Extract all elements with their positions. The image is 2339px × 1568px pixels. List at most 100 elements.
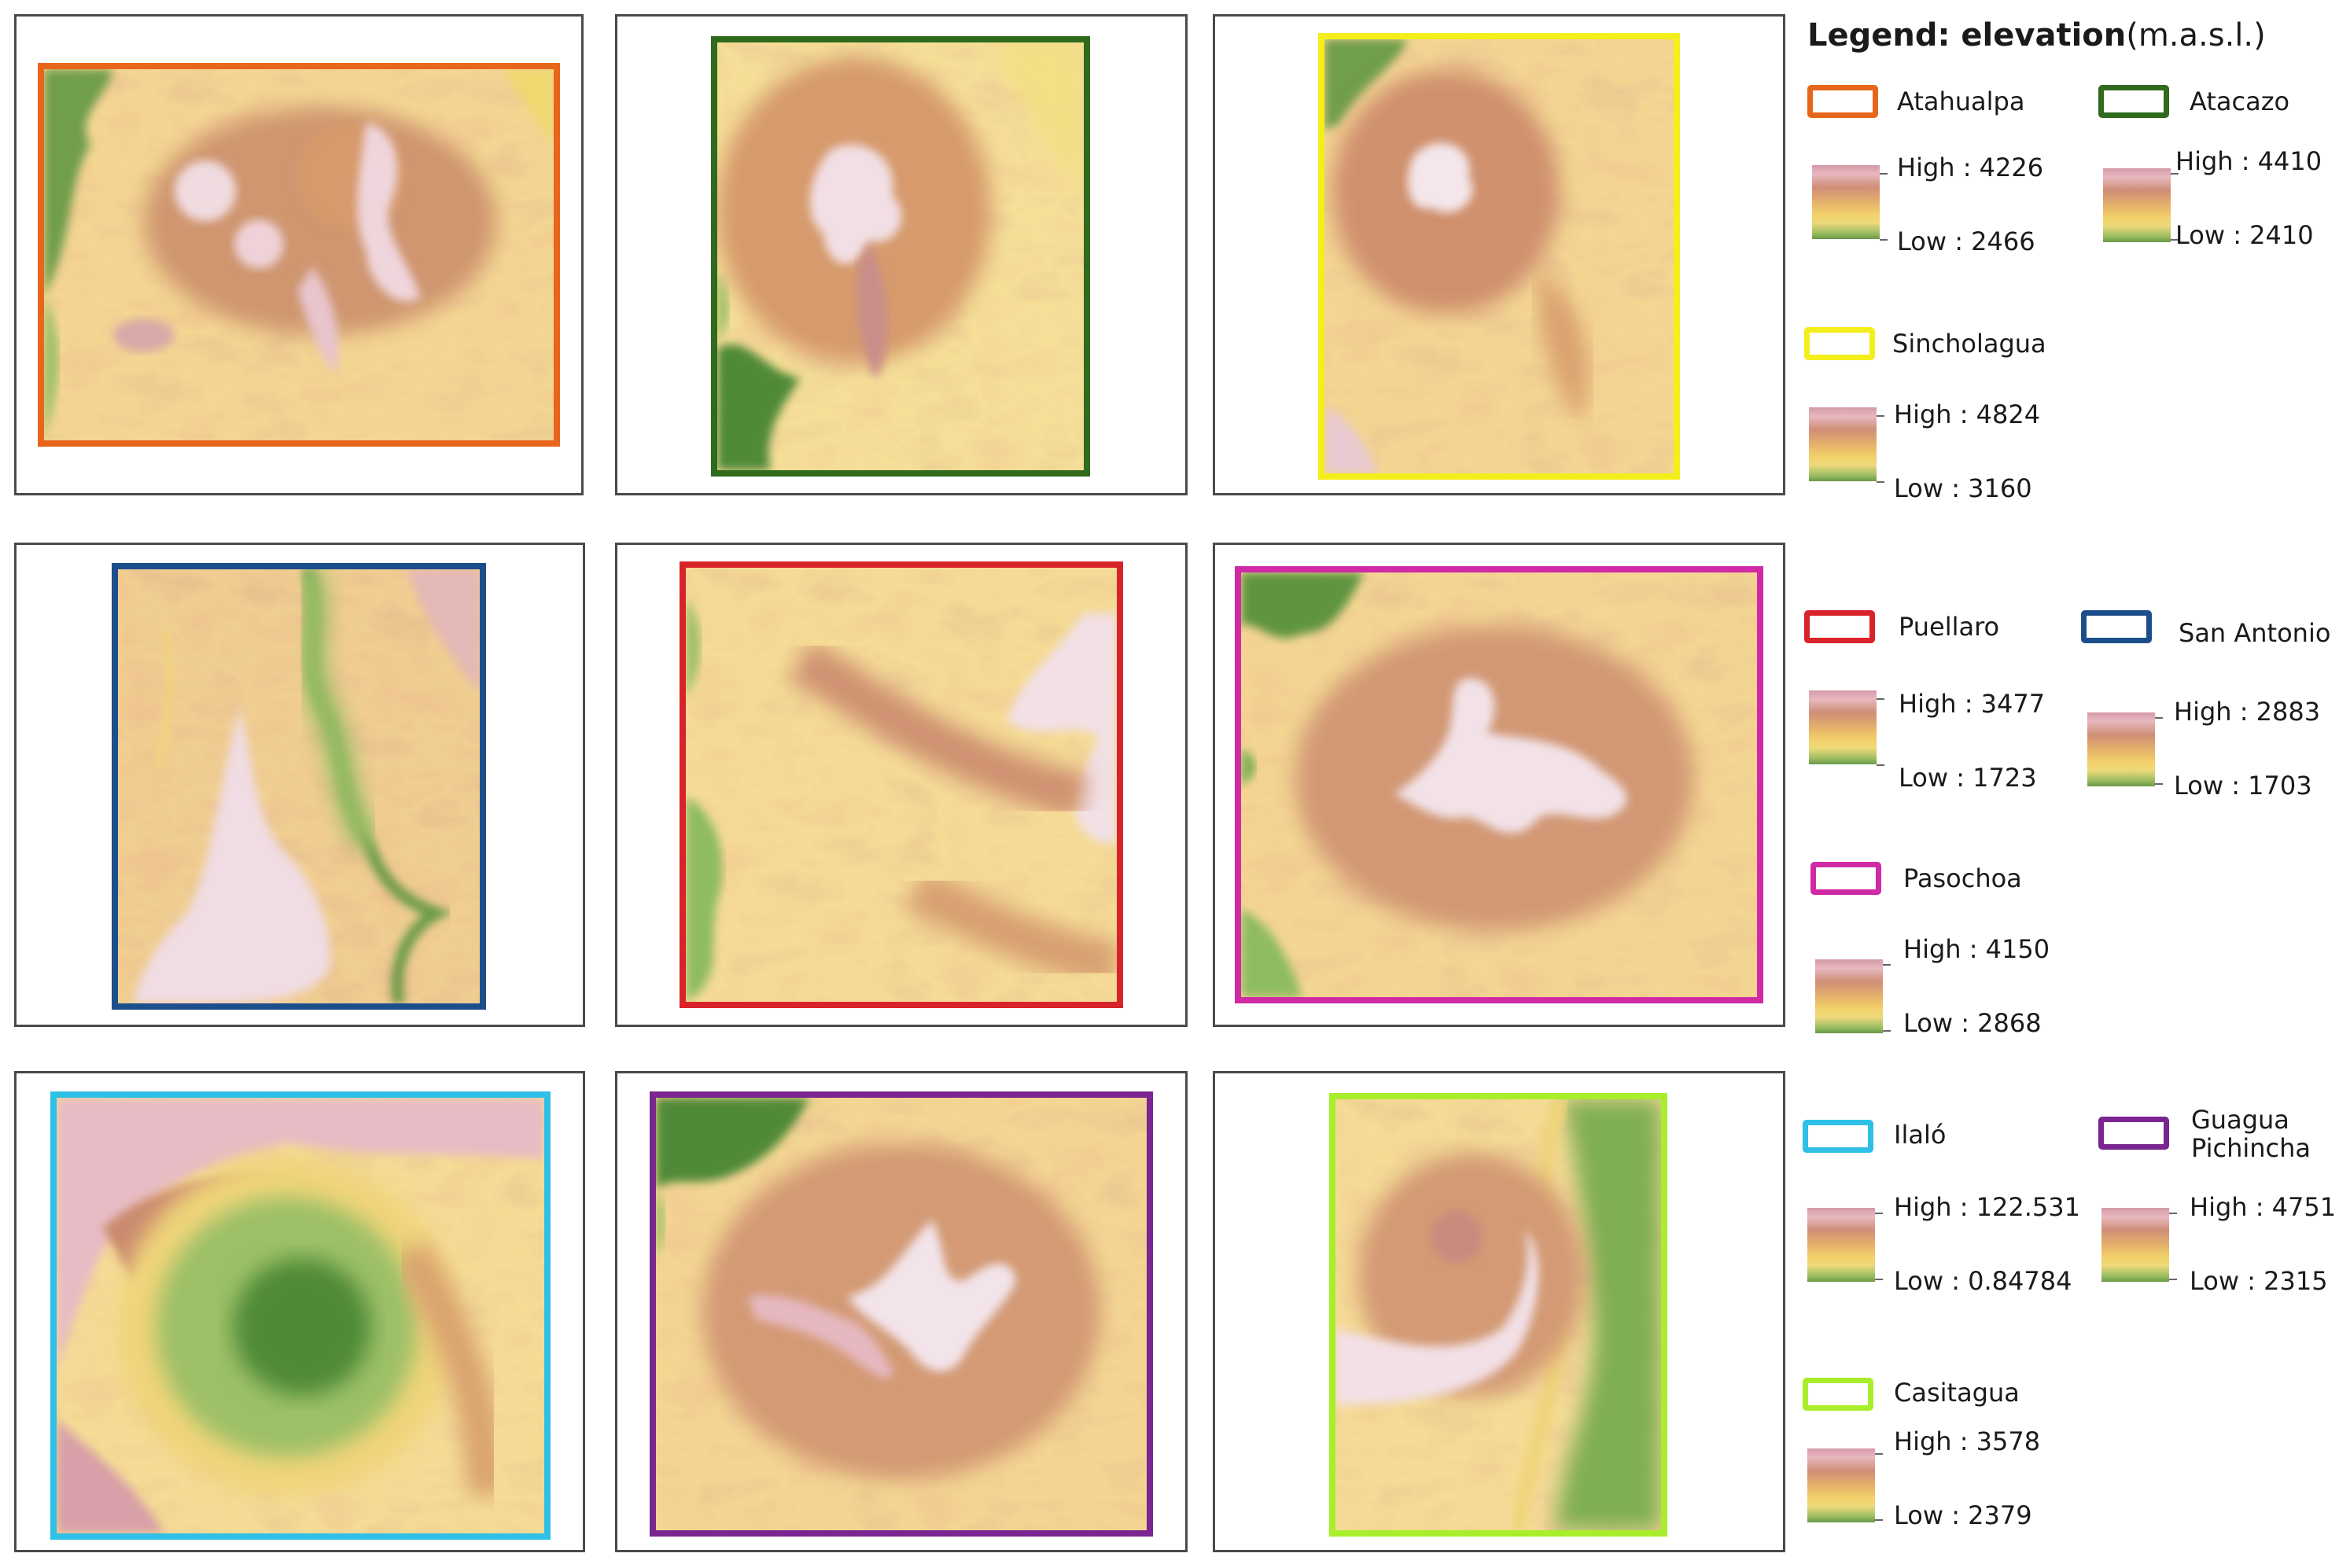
low-value: 2410 [2249, 220, 2314, 250]
low-prefix: Low : [1903, 1008, 1978, 1038]
low-value: 0.84784 [1968, 1266, 2072, 1296]
legend-high: High : 2883 [2174, 697, 2320, 727]
legend-name: San Antonio [2179, 618, 2331, 648]
legend-tick [1875, 1279, 1883, 1280]
legend-title: Legend: elevation(m.a.s.l.) [1807, 17, 2266, 53]
legend-low: Low : 2868 [1903, 1008, 2042, 1038]
legend-tick [1875, 1453, 1883, 1455]
legend-tick [1877, 481, 1884, 483]
legend-tick [1880, 239, 1888, 241]
legend-high: High : 4751 [2190, 1192, 2336, 1222]
legend-color-ramp [1807, 1448, 1875, 1522]
legend-low: Low : 2379 [1894, 1500, 2032, 1530]
map-guagua-pichincha [650, 1091, 1153, 1537]
high-prefix: High : [1894, 1192, 1976, 1222]
legend-tick [2155, 717, 2163, 719]
low-prefix: Low : [2175, 220, 2250, 250]
high-value: 4226 [1979, 153, 2044, 182]
legend-unit: (m.a.s.l.) [2126, 17, 2266, 53]
map-puellaro [680, 561, 1123, 1008]
high-prefix: High : [2174, 697, 2256, 727]
legend-name: Sincholagua [1892, 329, 2046, 359]
legend-high: High : 3477 [1899, 689, 2045, 719]
legend-swatch [1803, 1378, 1873, 1411]
map-atacazo [711, 36, 1090, 477]
legend-swatch [1807, 85, 1878, 118]
legend-tick [2169, 1279, 2177, 1280]
legend-tick [1877, 698, 1884, 700]
legend-swatch [1810, 862, 1881, 895]
legend-name: Pasochoa [1903, 863, 2022, 893]
legend-name: Ilaló [1894, 1120, 1947, 1150]
legend-color-ramp [2103, 168, 2171, 242]
map-pasochoa [1235, 566, 1763, 1003]
low-prefix: Low : [1894, 1266, 1969, 1296]
low-value: 1723 [1972, 763, 2037, 793]
legend-low: Low : 0.84784 [1894, 1266, 2072, 1296]
legend-swatch [2098, 1117, 2169, 1150]
high-value: 2883 [2256, 697, 2321, 727]
legend-color-ramp [1809, 407, 1877, 481]
legend-high: High : 4150 [1903, 934, 2050, 964]
legend-tick [2171, 239, 2179, 241]
legend-tick [2155, 783, 2163, 785]
low-prefix: Low : [1894, 1500, 1969, 1530]
low-value: 2868 [1977, 1008, 2042, 1038]
high-prefix: High : [1903, 934, 1986, 964]
low-value: 1703 [2248, 771, 2312, 801]
legend-swatch [1804, 327, 1875, 360]
high-prefix: High : [1894, 399, 1976, 429]
legend-tick [1880, 173, 1888, 175]
legend-color-ramp [1812, 165, 1880, 239]
legend-low: Low : 1703 [2174, 771, 2312, 801]
low-value: 2315 [2263, 1266, 2328, 1296]
legend-low: Low : 3160 [1894, 473, 2032, 503]
low-value: 3160 [1968, 473, 2032, 503]
high-prefix: High : [2175, 146, 2258, 176]
map-ilalo [50, 1091, 551, 1540]
high-value: 4150 [1985, 934, 2050, 964]
legend-tick [2171, 173, 2179, 175]
low-prefix: Low : [2190, 1266, 2264, 1296]
legend-name: Atacazo [2190, 86, 2290, 116]
legend-tick [1883, 964, 1891, 966]
legend-name: Casitagua [1894, 1378, 2020, 1408]
legend-high: High : 4824 [1894, 399, 2040, 429]
high-value: 4824 [1976, 399, 2041, 429]
map-san-antonio [112, 563, 486, 1010]
legend-name: Puellaro [1899, 612, 2000, 642]
legend-swatch [2098, 85, 2169, 118]
legend-tick [1875, 1213, 1883, 1214]
legend-high: High : 122.531 [1894, 1192, 2080, 1222]
legend-low: Low : 2410 [2175, 220, 2314, 250]
high-prefix: High : [1894, 1426, 1976, 1456]
high-prefix: High : [1899, 689, 1981, 719]
low-value: 2379 [1968, 1500, 2032, 1530]
legend-name: Atahualpa [1897, 86, 2025, 116]
legend-tick [1877, 415, 1884, 417]
legend-tick [1877, 764, 1884, 766]
legend-swatch [1804, 610, 1875, 643]
legend-name: Guagua Pichincha [2191, 1105, 2311, 1163]
legend-high: High : 4226 [1897, 153, 2043, 182]
legend-title-text: Legend: elevation [1807, 17, 2127, 53]
legend-low: Low : 2466 [1897, 226, 2035, 256]
map-sincholagua [1318, 33, 1680, 480]
legend-swatch [1803, 1120, 1873, 1153]
legend-color-ramp [1809, 690, 1877, 764]
legend-color-ramp [1807, 1208, 1875, 1282]
low-prefix: Low : [1897, 226, 1972, 256]
high-value: 3578 [1976, 1426, 2041, 1456]
low-value: 2466 [1971, 226, 2035, 256]
high-prefix: High : [1897, 153, 1980, 182]
legend-low: Low : 1723 [1899, 763, 2037, 793]
legend-color-ramp [1815, 959, 1883, 1033]
legend-swatch [2081, 610, 2152, 643]
high-value: 4410 [2257, 146, 2322, 176]
legend-tick [1875, 1519, 1883, 1521]
legend-high: High : 3578 [1894, 1426, 2040, 1456]
map-casitagua [1329, 1093, 1667, 1537]
legend-tick [2169, 1213, 2177, 1214]
legend-high: High : 4410 [2175, 146, 2322, 176]
low-prefix: Low : [1899, 763, 1973, 793]
